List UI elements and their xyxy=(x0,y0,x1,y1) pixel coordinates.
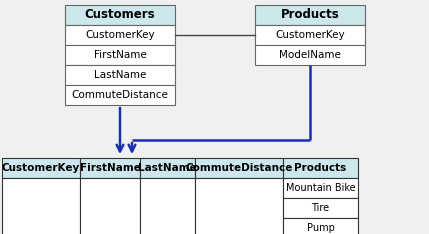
Bar xyxy=(195,158,283,178)
Bar xyxy=(255,45,365,65)
Bar xyxy=(283,158,358,178)
Text: CommuteDistance: CommuteDistance xyxy=(72,90,169,100)
Bar xyxy=(255,25,365,45)
Text: CustomerKey: CustomerKey xyxy=(2,163,80,173)
Text: CustomerKey: CustomerKey xyxy=(275,30,345,40)
Bar xyxy=(283,198,358,218)
Bar xyxy=(65,45,175,65)
Bar xyxy=(80,158,140,178)
Bar xyxy=(195,178,283,234)
Text: Products: Products xyxy=(281,8,339,22)
Text: Tire: Tire xyxy=(311,203,329,213)
Bar xyxy=(65,85,175,105)
Bar xyxy=(283,178,358,198)
Bar xyxy=(65,5,175,25)
Text: FirstName: FirstName xyxy=(94,50,146,60)
Text: FirstName: FirstName xyxy=(79,163,140,173)
Text: Mountain Bike: Mountain Bike xyxy=(286,183,355,193)
Bar xyxy=(140,158,195,178)
Text: Products: Products xyxy=(294,163,347,173)
Text: LastName: LastName xyxy=(94,70,146,80)
Text: Customers: Customers xyxy=(85,8,155,22)
Text: Pump: Pump xyxy=(307,223,335,233)
Text: ModelName: ModelName xyxy=(279,50,341,60)
Bar xyxy=(65,65,175,85)
Bar xyxy=(2,178,80,234)
Bar xyxy=(80,178,140,234)
Bar xyxy=(2,158,80,178)
Bar xyxy=(65,25,175,45)
Bar xyxy=(283,218,358,234)
Text: CommuteDistance: CommuteDistance xyxy=(185,163,293,173)
Bar xyxy=(140,178,195,234)
Bar xyxy=(255,5,365,25)
Text: LastName: LastName xyxy=(138,163,197,173)
Text: CustomerKey: CustomerKey xyxy=(85,30,155,40)
